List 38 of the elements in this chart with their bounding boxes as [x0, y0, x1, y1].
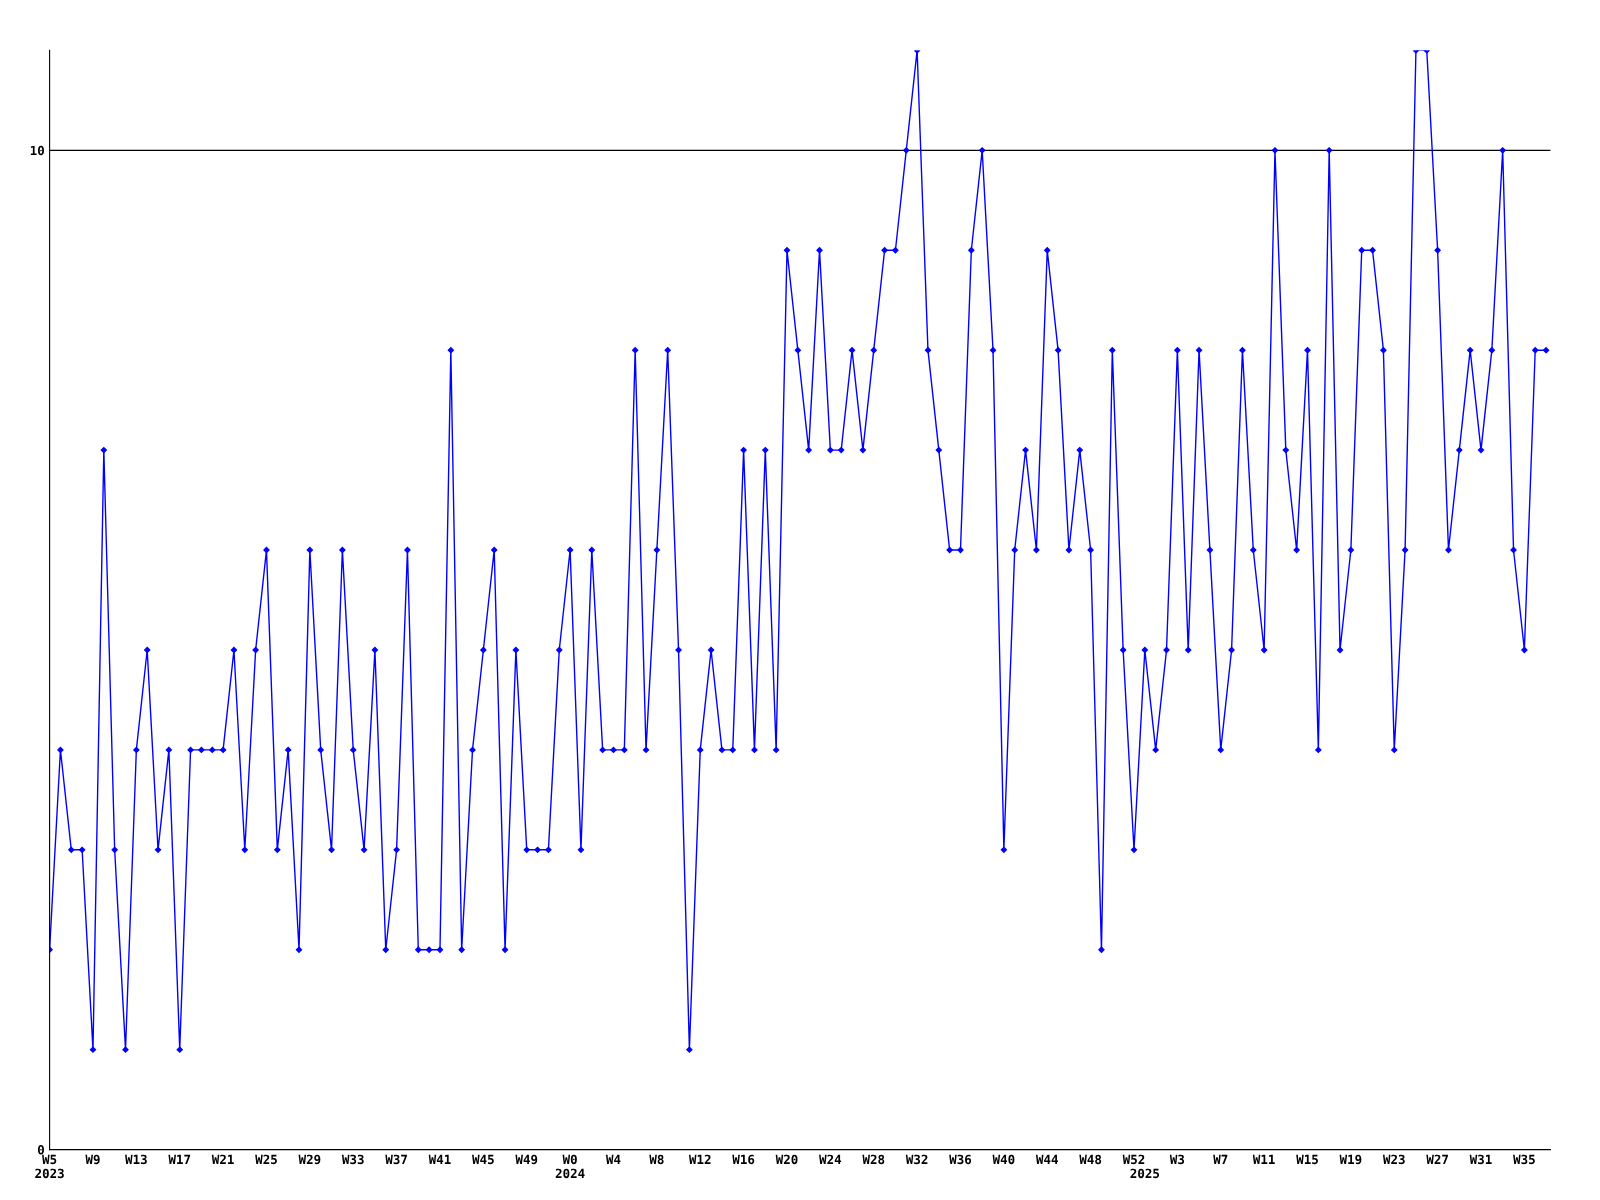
x-tick-label: W20 [775, 1154, 798, 1165]
x-tick-label: W52 [1122, 1154, 1145, 1165]
x-tick-label: W35 [1513, 1154, 1535, 1165]
x-tick-label: W31 [1469, 1154, 1492, 1165]
x-tick-label: W25 [255, 1154, 277, 1165]
x-tick-label: W19 [1339, 1154, 1362, 1165]
x-tick-label: W9 [85, 1154, 100, 1165]
x-tick-label: W11 [1252, 1154, 1275, 1164]
x-tick-label: W16 [732, 1154, 755, 1165]
x-tick-label: W12 [688, 1154, 711, 1164]
x-tick-label: W28 [862, 1154, 885, 1165]
x-tick-label: W33 [341, 1154, 364, 1165]
x-tick-label: W24 [819, 1154, 842, 1164]
x-tick-label: W32 [905, 1154, 928, 1165]
x-tick-label: W17 [168, 1154, 191, 1164]
x-tick-label: W3 [1169, 1154, 1185, 1165]
x-tick-label: W15 [1296, 1154, 1318, 1165]
y-tick-label: 0 [37, 1145, 44, 1155]
x-tick-label: W0 2024 [555, 1154, 585, 1179]
x-tick-label: W29 [298, 1154, 321, 1165]
x-tick-label: W21 [211, 1154, 234, 1164]
x-tick-label: W40 [992, 1154, 1015, 1165]
x-tick-label: W13 [125, 1154, 147, 1165]
x-tick-label: W7 [1213, 1154, 1228, 1164]
x-tick-label: W44 [1035, 1154, 1058, 1164]
y-tick-label: 10 [30, 145, 44, 156]
x-tick-label: W36 [949, 1154, 972, 1165]
x-tick-label: W23 [1382, 1154, 1405, 1165]
x-tick-label: W5 2023 [35, 1154, 64, 1179]
x-tick-label: W8 [649, 1154, 664, 1165]
x-tick-label: W48 [1079, 1154, 1102, 1165]
x-tick-label: W27 [1426, 1154, 1448, 1164]
x-tick-label: W37 [385, 1154, 407, 1165]
x-tick-label: W41 [428, 1154, 451, 1164]
x-tick-label: W4 [605, 1154, 621, 1164]
x-tick-label: W49 [515, 1154, 538, 1165]
x-tick-label: 2025 [1130, 1168, 1160, 1179]
x-tick-label: W45 [472, 1154, 494, 1165]
